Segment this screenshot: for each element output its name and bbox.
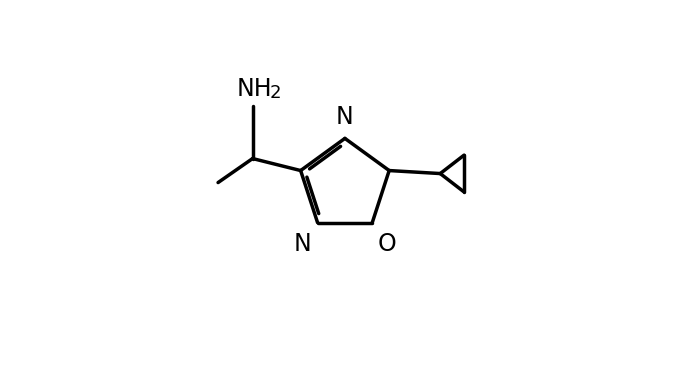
Text: 2: 2 — [270, 84, 281, 102]
Text: N: N — [336, 105, 354, 129]
Text: O: O — [378, 232, 397, 256]
Text: N: N — [294, 232, 312, 256]
Text: NH: NH — [236, 76, 272, 101]
